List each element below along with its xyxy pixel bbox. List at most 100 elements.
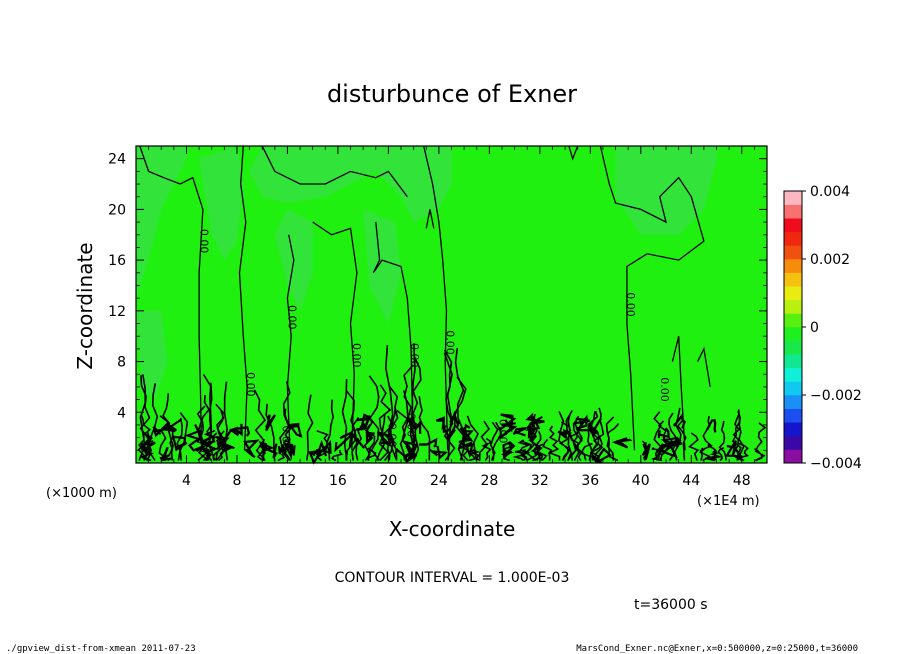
contour-line: [176, 417, 183, 461]
contour-line: [171, 435, 188, 452]
contour-label: 0.00: [279, 425, 292, 450]
contour-line: [402, 440, 419, 460]
y-axis-label: Z-coordinate: [73, 242, 97, 369]
x-tick-label: 44: [682, 473, 700, 489]
contour-line: [258, 440, 275, 455]
contour-line: [718, 420, 727, 461]
contour-line: [558, 411, 571, 461]
colorbar: 0.004 0.002 0 −0.002 −0.004: [783, 184, 862, 472]
contour-line: [378, 384, 392, 462]
colorbar-segment: [784, 395, 802, 409]
x-tick-label: 32: [531, 473, 549, 489]
colorbar-segment: [784, 435, 802, 450]
contour-label: 0.00: [624, 292, 637, 317]
contour-line: [657, 427, 670, 439]
contour-line: [388, 385, 399, 461]
contour-interval: CONTOUR INTERVAL = 1.000E-03: [335, 570, 570, 586]
contour-line: [512, 449, 529, 462]
contour-line: [611, 437, 633, 449]
contour-line: [411, 356, 422, 461]
colorbar-segment: [784, 381, 802, 396]
contour-line: [449, 410, 461, 429]
contour-line: [261, 145, 408, 198]
contour-line: [232, 423, 251, 437]
contour-label: 0.00: [408, 343, 421, 368]
colorbar-label: −0.002: [810, 388, 862, 404]
footer-left: ./gpview_dist-from-xmean 2011-07-23: [6, 644, 196, 654]
y-tick-label: 12: [108, 304, 126, 320]
contour-line: [364, 423, 376, 461]
contour-line: [428, 445, 449, 460]
contour-line: [568, 145, 579, 161]
contour-line: [736, 410, 745, 461]
y-axis: 4 8 12 16 20 24: [108, 152, 767, 451]
contour-line: [587, 428, 594, 461]
contour-label: 0.00: [350, 343, 363, 368]
contour-line: [650, 446, 666, 462]
contour-line: [215, 403, 227, 461]
colorbar-segment: [784, 299, 802, 314]
contour-line: [526, 424, 539, 462]
contour-label: 0.00: [404, 413, 417, 438]
x-axis: 4 8 12 16 20 24 28 32 36 40 44 48: [148, 146, 755, 489]
y-tick-label: 16: [108, 253, 126, 269]
contour-line: [498, 422, 518, 440]
y-tick-label: 24: [108, 152, 126, 168]
contour-label: 0.00: [286, 305, 299, 330]
contour-line: [243, 439, 260, 459]
contour-line: [657, 441, 678, 459]
contour-line: [152, 423, 174, 438]
contour-line: [223, 426, 241, 441]
contour-line: [443, 349, 456, 461]
contour-line: [459, 423, 474, 442]
chart-title: disturbunce of Exner: [327, 80, 577, 108]
colorbar-segment: [784, 204, 802, 219]
contour-line: [489, 421, 499, 461]
contour-line: [435, 416, 446, 433]
contour-line: [184, 424, 204, 442]
contour-line: [592, 447, 613, 464]
contour-line: [198, 435, 218, 455]
contour-line: [325, 399, 334, 461]
colorbar-segment: [784, 422, 802, 437]
contour-line: [308, 449, 325, 465]
contour-line: [660, 436, 682, 453]
contour-line: [520, 440, 532, 461]
contour-line: [341, 379, 348, 461]
x-tick-label: 4: [182, 473, 191, 489]
contour-line: [525, 415, 541, 431]
contour-line: [567, 413, 572, 461]
field-patch: [249, 146, 452, 223]
contour-line: [282, 438, 296, 461]
contour-line: [688, 432, 700, 461]
contour-label: 0.00: [658, 377, 671, 402]
contour-labels: 0.00 0.00 0.00 0.00 0.00 0.00 0.00 0.00 0.00 0.00…: [197, 229, 671, 450]
contour-line: [458, 441, 474, 459]
x-tick-label: 8: [232, 473, 241, 489]
contour-line: [673, 407, 682, 461]
contour-line: [699, 416, 713, 461]
x-unit-right: (×1E4 m): [697, 494, 760, 509]
contour-line: [177, 412, 189, 461]
colorbar-label: 0.002: [810, 252, 850, 268]
contour-line: [334, 432, 354, 453]
x-unit-left: (×1000 m): [46, 486, 117, 501]
contour-line: [159, 446, 174, 462]
contour-line: [394, 444, 413, 458]
contour-line: [575, 414, 589, 430]
contour-line: [481, 437, 494, 461]
x-tick-label: 12: [279, 473, 297, 489]
contour-line: [425, 209, 435, 229]
y-tick-label: 8: [117, 355, 126, 371]
x-tick-label: 36: [581, 473, 599, 489]
x-tick-label: 24: [430, 473, 448, 489]
colorbar-segment: [784, 218, 802, 233]
contour-line: [478, 420, 491, 461]
contour-line: [283, 408, 292, 462]
contour-label: 0.00: [244, 372, 257, 397]
contour-line: [599, 145, 705, 451]
contour-line: [709, 448, 723, 462]
colorbar-segment: [784, 259, 802, 273]
contour-line: [287, 422, 303, 438]
